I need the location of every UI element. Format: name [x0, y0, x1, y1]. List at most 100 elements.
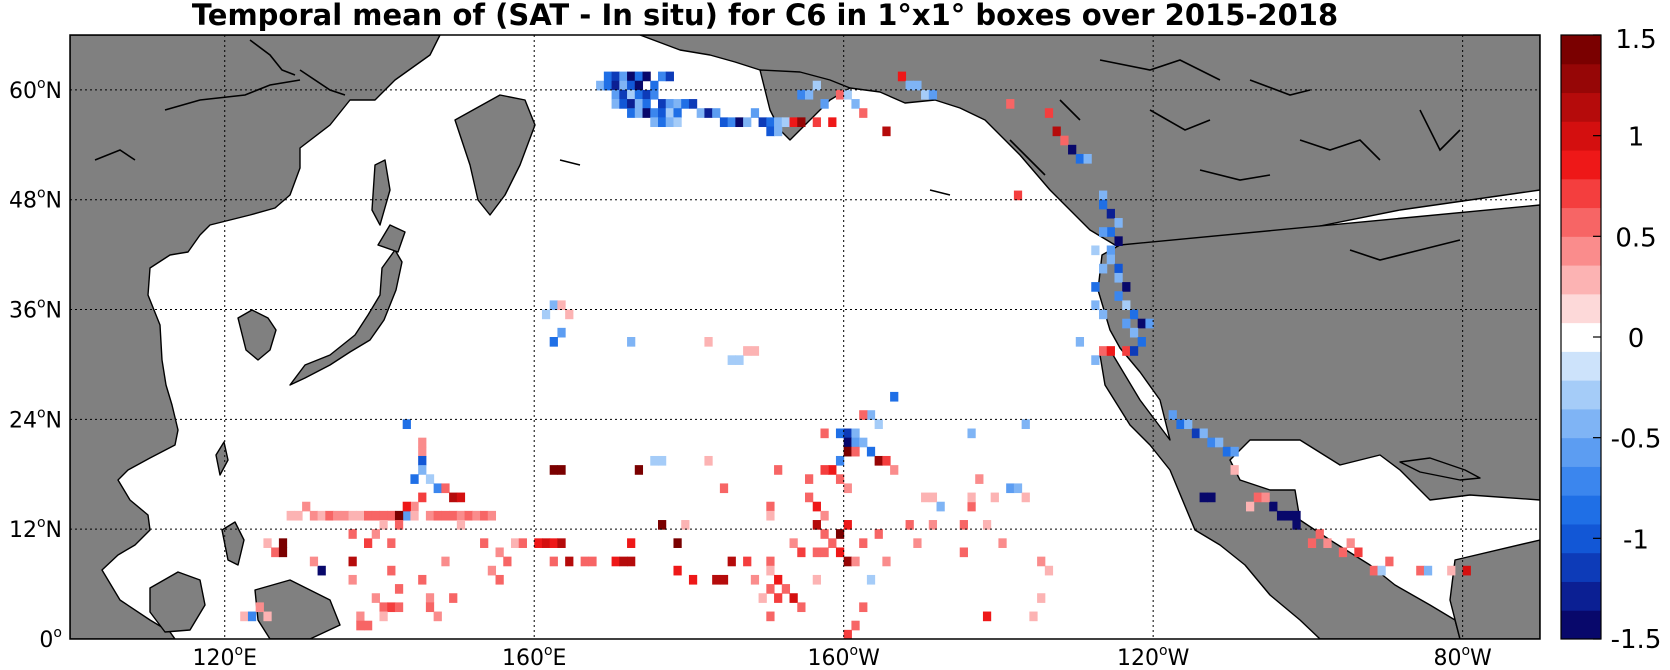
heatmap-cell: [719, 117, 729, 128]
heatmap-cell: [340, 510, 350, 521]
heatmap-cell: [650, 80, 659, 91]
heatmap-cell: [611, 89, 620, 100]
heatmap-cell: [774, 593, 783, 603]
heatmap-cell: [650, 89, 659, 100]
heatmap-cell: [371, 529, 380, 539]
y-tick-label: 24oN: [9, 405, 62, 433]
heatmap-cell: [874, 529, 883, 539]
x-axis-ticks: 120oE 160oE 160oW 120oW 80oW: [192, 643, 1492, 670]
heatmap-cell: [302, 501, 311, 512]
heatmap-cell: [1230, 446, 1239, 457]
heatmap-cell: [364, 538, 373, 548]
heatmap-cell: [851, 99, 860, 109]
heatmap-cell: [472, 510, 481, 521]
heatmap-cell: [1230, 465, 1239, 475]
heatmap-cell: [1106, 245, 1115, 256]
heatmap-cell: [1029, 611, 1038, 622]
x-tick-label: 160oE: [502, 643, 566, 670]
heatmap-cell: [402, 419, 411, 430]
heatmap-cell: [410, 474, 419, 484]
heatmap-cell: [828, 465, 837, 475]
heatmap-cell: [805, 89, 814, 100]
heatmap-cell: [634, 71, 644, 82]
heatmap-cell: [874, 419, 883, 430]
heatmap-cell: [1099, 199, 1108, 210]
heatmap-cell: [634, 80, 644, 91]
heatmap-cell: [565, 556, 574, 567]
heatmap-cell: [418, 492, 427, 503]
heatmap-cell: [704, 337, 713, 347]
heatmap-cell: [1037, 593, 1046, 603]
heatmap-cell: [843, 556, 852, 567]
heatmap-cell: [263, 611, 272, 622]
heatmap-cell: [789, 593, 798, 603]
colorbar-segment: [1561, 495, 1601, 525]
heatmap-cell: [348, 529, 357, 539]
heatmap-cell: [634, 89, 644, 100]
heatmap-cell: [812, 520, 821, 530]
heatmap-cell: [1114, 218, 1123, 228]
heatmap-cell: [688, 574, 698, 585]
heatmap-cell: [255, 602, 264, 613]
heatmap-cell: [851, 437, 860, 448]
heatmap-cell: [627, 556, 636, 567]
land-korea: [237, 309, 277, 361]
x-tick-label: 160oW: [808, 643, 881, 670]
heatmap-cell: [278, 547, 288, 558]
y-tick-label: 48oN: [9, 186, 62, 214]
heatmap-cell: [1377, 565, 1386, 576]
heatmap-cell: [642, 108, 651, 118]
plot-frame: [69, 34, 1541, 640]
heatmap-cell: [921, 492, 930, 503]
heatmap-cell: [1091, 300, 1100, 311]
land-masses: [70, 35, 1540, 639]
heatmap-cell: [1168, 410, 1177, 420]
heatmap-cell: [913, 538, 922, 548]
heatmap-cell: [905, 80, 914, 91]
heatmap-cell: [603, 80, 613, 91]
heatmap-cell: [928, 520, 938, 530]
heatmap-cell: [704, 108, 713, 118]
heatmap-cell: [495, 574, 504, 585]
heatmap-cell: [642, 99, 651, 109]
colorbar-segment: [1561, 351, 1601, 381]
colorbar-segment: [1561, 207, 1601, 237]
colorbar-segment: [1561, 63, 1601, 94]
heatmap-cell: [843, 428, 852, 439]
heatmap-cell: [456, 492, 466, 503]
heatmap-cell: [990, 492, 999, 503]
heatmap-cell: [371, 510, 380, 521]
heatmap-cell: [727, 117, 736, 128]
heatmap-cell: [634, 108, 644, 118]
heatmap-cell: [480, 538, 489, 548]
heatmap-cell: [387, 602, 396, 613]
heatmap-cell: [1276, 510, 1286, 521]
heatmap-cell: [611, 71, 620, 82]
heatmap-cell: [843, 483, 852, 494]
heatmap-cell: [309, 556, 319, 567]
heatmap-cell: [379, 611, 388, 622]
heatmap-cell: [1129, 309, 1139, 320]
heatmap-cell: [449, 510, 458, 521]
heatmap-cell: [650, 455, 659, 466]
heatmap-cell: [1122, 282, 1131, 292]
heatmap-cell: [1013, 483, 1023, 494]
colorbar-segment: [1561, 265, 1601, 295]
land-luzon: [221, 521, 245, 566]
heatmap-cell: [348, 574, 357, 585]
heatmap-cell: [750, 108, 760, 118]
heatmap-cell: [394, 510, 404, 521]
colorbar-tick-label: 0.5: [1615, 223, 1656, 253]
heatmap-cell: [1091, 245, 1100, 256]
heatmap-cell: [665, 108, 674, 118]
heatmap-cell: [518, 538, 527, 548]
heatmap-cell: [433, 483, 442, 494]
heatmap-cell: [449, 492, 458, 503]
heatmap-cell: [843, 446, 852, 457]
land-south-america: [1449, 539, 1540, 639]
heatmap-cell: [812, 117, 821, 128]
heatmap-cell: [1114, 236, 1123, 246]
colorbar-segment: [1561, 552, 1601, 582]
heatmap-cell: [797, 117, 806, 128]
heatmap-cell: [766, 565, 775, 576]
